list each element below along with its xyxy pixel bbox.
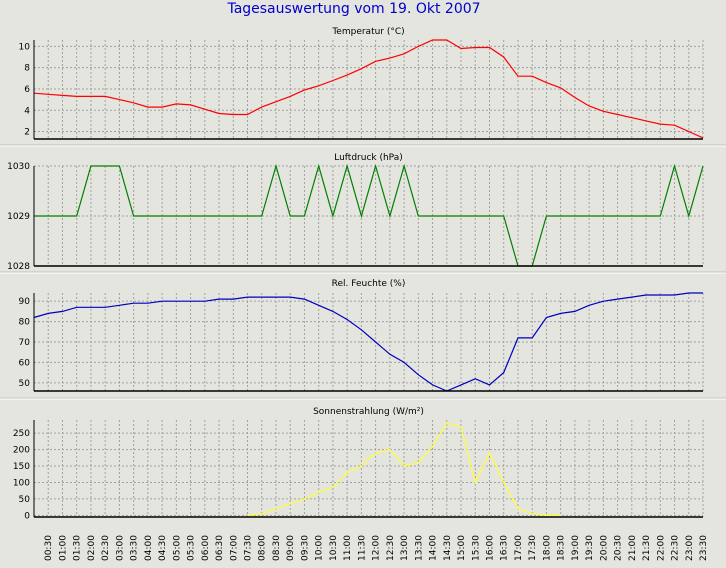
x-tick-label: 19:00 <box>571 535 581 561</box>
y-tick-label: 50 <box>19 379 31 389</box>
x-tick-label: 09:00 <box>286 535 296 561</box>
x-tick-label: 13:00 <box>400 535 410 561</box>
x-tick-label: 23:30 <box>699 535 709 561</box>
series-line <box>247 422 561 516</box>
x-tick-label: 11:30 <box>357 535 367 561</box>
x-tick-label: 16:00 <box>485 535 495 561</box>
x-tick-label: 17:30 <box>528 535 538 561</box>
series-line <box>33 292 703 392</box>
y-tick-label: 200 <box>13 446 30 456</box>
y-tick-label: 10 <box>19 42 31 52</box>
y-tick-label: 2 <box>24 128 30 138</box>
x-tick-label: 16:30 <box>500 535 510 561</box>
x-tick-label: 07:00 <box>229 535 239 561</box>
x-tick-label: 18:30 <box>557 535 567 561</box>
x-tick-label: 19:30 <box>585 535 595 561</box>
x-tick-label: 09:30 <box>300 535 310 561</box>
x-tick-label: 21:00 <box>628 535 638 561</box>
x-tick-label: 04:30 <box>158 535 168 561</box>
x-tick-label: 01:30 <box>73 535 83 561</box>
x-tick-label: 13:30 <box>414 535 424 561</box>
y-tick-label: 80 <box>19 318 31 328</box>
x-tick-label: 18:00 <box>542 535 552 561</box>
chart-title: Sonnenstrahlung (W/m²) <box>313 407 424 417</box>
x-tick-label: 14:00 <box>429 535 439 561</box>
main-title: Tagesauswertung vom 19. Okt 2007 <box>226 1 480 17</box>
x-tick-label: 06:30 <box>215 535 225 561</box>
x-tick-label: 15:30 <box>471 535 481 561</box>
plot-area <box>34 40 703 139</box>
x-tick-label: 14:30 <box>443 535 453 561</box>
x-tick-label: 06:00 <box>201 535 211 561</box>
x-tick-label: 01:00 <box>58 535 68 561</box>
chart-title: Temperatur (°C) <box>331 27 404 37</box>
y-tick-label: 100 <box>13 478 30 488</box>
x-tick-label: 12:00 <box>372 535 382 561</box>
x-tick-label: 05:00 <box>172 535 182 561</box>
y-tick-label: 150 <box>13 462 30 472</box>
x-tick-label: 23:00 <box>685 535 695 561</box>
y-tick-label: 70 <box>19 338 31 348</box>
x-tick-label: 20:30 <box>614 535 624 561</box>
x-tick-label: 02:30 <box>101 535 111 561</box>
y-tick-label: 50 <box>19 495 31 505</box>
chart-panel-1: Temperatur (°C) 2 4 6 8 10 <box>19 27 704 140</box>
y-tick-label: 60 <box>19 358 31 368</box>
chart-title: Luftdruck (hPa) <box>334 153 403 163</box>
series-line <box>34 163 704 267</box>
x-axis-labels: 00:30 01:00 01:30 02:00 02:30 03:00 03:30 04:00… <box>44 535 709 561</box>
chart-panel-3: Rel. Feuchte (%) 50 60 70 80 90 <box>19 279 704 392</box>
y-tick-label: 90 <box>19 297 31 307</box>
chart-panel-2: Luftdruck (hPa) 1028 1029 1030 <box>7 153 704 272</box>
x-tick-label: 07:30 <box>244 535 254 561</box>
y-tick-label: 0 <box>24 511 30 521</box>
x-tick-label: 05:30 <box>187 535 197 561</box>
x-tick-label: 22:00 <box>656 535 666 561</box>
x-tick-label: 10:00 <box>315 535 325 561</box>
x-tick-label: 08:00 <box>258 535 268 561</box>
x-tick-label: 02:00 <box>87 535 97 561</box>
x-tick-label: 03:30 <box>130 535 140 561</box>
x-tick-label: 03:00 <box>115 535 125 561</box>
x-tick-label: 04:00 <box>144 535 154 561</box>
chart-title: Rel. Feuchte (%) <box>332 279 406 289</box>
x-tick-label: 21:30 <box>642 535 652 561</box>
chart-panel-4: Sonnenstrahlung (W/m²) 0 50 100 150 200 250 <box>13 407 704 521</box>
y-tick-label: 4 <box>24 106 30 116</box>
y-tick-label: 250 <box>13 429 30 439</box>
y-tick-label: 1030 <box>7 162 30 172</box>
x-tick-label: 12:30 <box>386 535 396 561</box>
x-tick-label: 10:30 <box>329 535 339 561</box>
x-tick-label: 17:00 <box>514 535 524 561</box>
series-line <box>33 39 704 139</box>
y-tick-label: 6 <box>24 85 30 95</box>
x-tick-label: 20:00 <box>599 535 609 561</box>
y-tick-label: 1028 <box>7 262 30 272</box>
x-tick-label: 08:30 <box>272 535 282 561</box>
x-tick-label: 15:00 <box>457 535 467 561</box>
x-tick-label: 22:30 <box>671 535 681 561</box>
y-tick-label: 8 <box>24 64 30 74</box>
plot-area <box>34 420 703 517</box>
x-tick-label: 00:30 <box>44 535 54 561</box>
x-tick-label: 11:00 <box>343 535 353 561</box>
y-tick-label: 1029 <box>7 212 30 222</box>
